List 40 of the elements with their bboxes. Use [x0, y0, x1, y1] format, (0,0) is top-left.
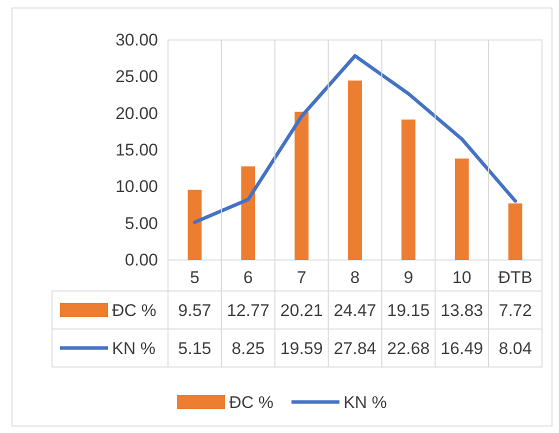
- data-label: 7.72: [498, 301, 532, 320]
- data-label: 12.77: [226, 301, 270, 320]
- y-tick-label: 25.00: [115, 67, 158, 86]
- y-tick-label: 15.00: [115, 140, 158, 160]
- y-tick-label: 0.00: [124, 250, 158, 270]
- x-tick-label: ĐTB: [498, 268, 532, 287]
- x-tick-label: 8: [350, 268, 360, 287]
- y-tick-label: 5.00: [124, 214, 158, 233]
- data-label: 5.15: [178, 339, 212, 358]
- data-label: 13.83: [440, 301, 484, 320]
- data-label: 16.49: [440, 339, 484, 358]
- line-series: [192, 54, 518, 224]
- y-tick-label: 20.00: [115, 104, 158, 123]
- x-tick-label: 9: [404, 268, 414, 287]
- text: ĐC %: [229, 393, 274, 412]
- data-label: 20.21: [280, 301, 323, 320]
- bar: [454, 158, 469, 260]
- bar: [241, 166, 256, 260]
- bar: [348, 80, 362, 260]
- data-label: 19.59: [280, 339, 323, 358]
- y-tick-label: 10.00: [115, 177, 158, 196]
- data-label: 19.15: [387, 301, 430, 320]
- data-label: 24.47: [334, 301, 376, 320]
- data-label: 22.68: [387, 339, 430, 358]
- bar: [294, 112, 309, 260]
- y-tick-label: 30.00: [115, 30, 158, 50]
- legend-label: KN %: [112, 339, 156, 358]
- data-label: 8.04: [498, 339, 532, 358]
- bar: [188, 190, 202, 260]
- x-tick-label: 7: [296, 268, 306, 287]
- bar: [508, 203, 522, 260]
- data-label: 27.84: [334, 339, 376, 358]
- data-label: 8.25: [232, 339, 265, 358]
- x-tick-label: 6: [243, 268, 253, 287]
- x-tick-label: 10: [452, 268, 472, 287]
- bar: [401, 120, 416, 260]
- data-label: 9.57: [178, 301, 212, 320]
- text: KN %: [343, 393, 387, 412]
- legend-label: ĐC %: [112, 301, 156, 320]
- x-tick-label: 5: [190, 268, 200, 287]
